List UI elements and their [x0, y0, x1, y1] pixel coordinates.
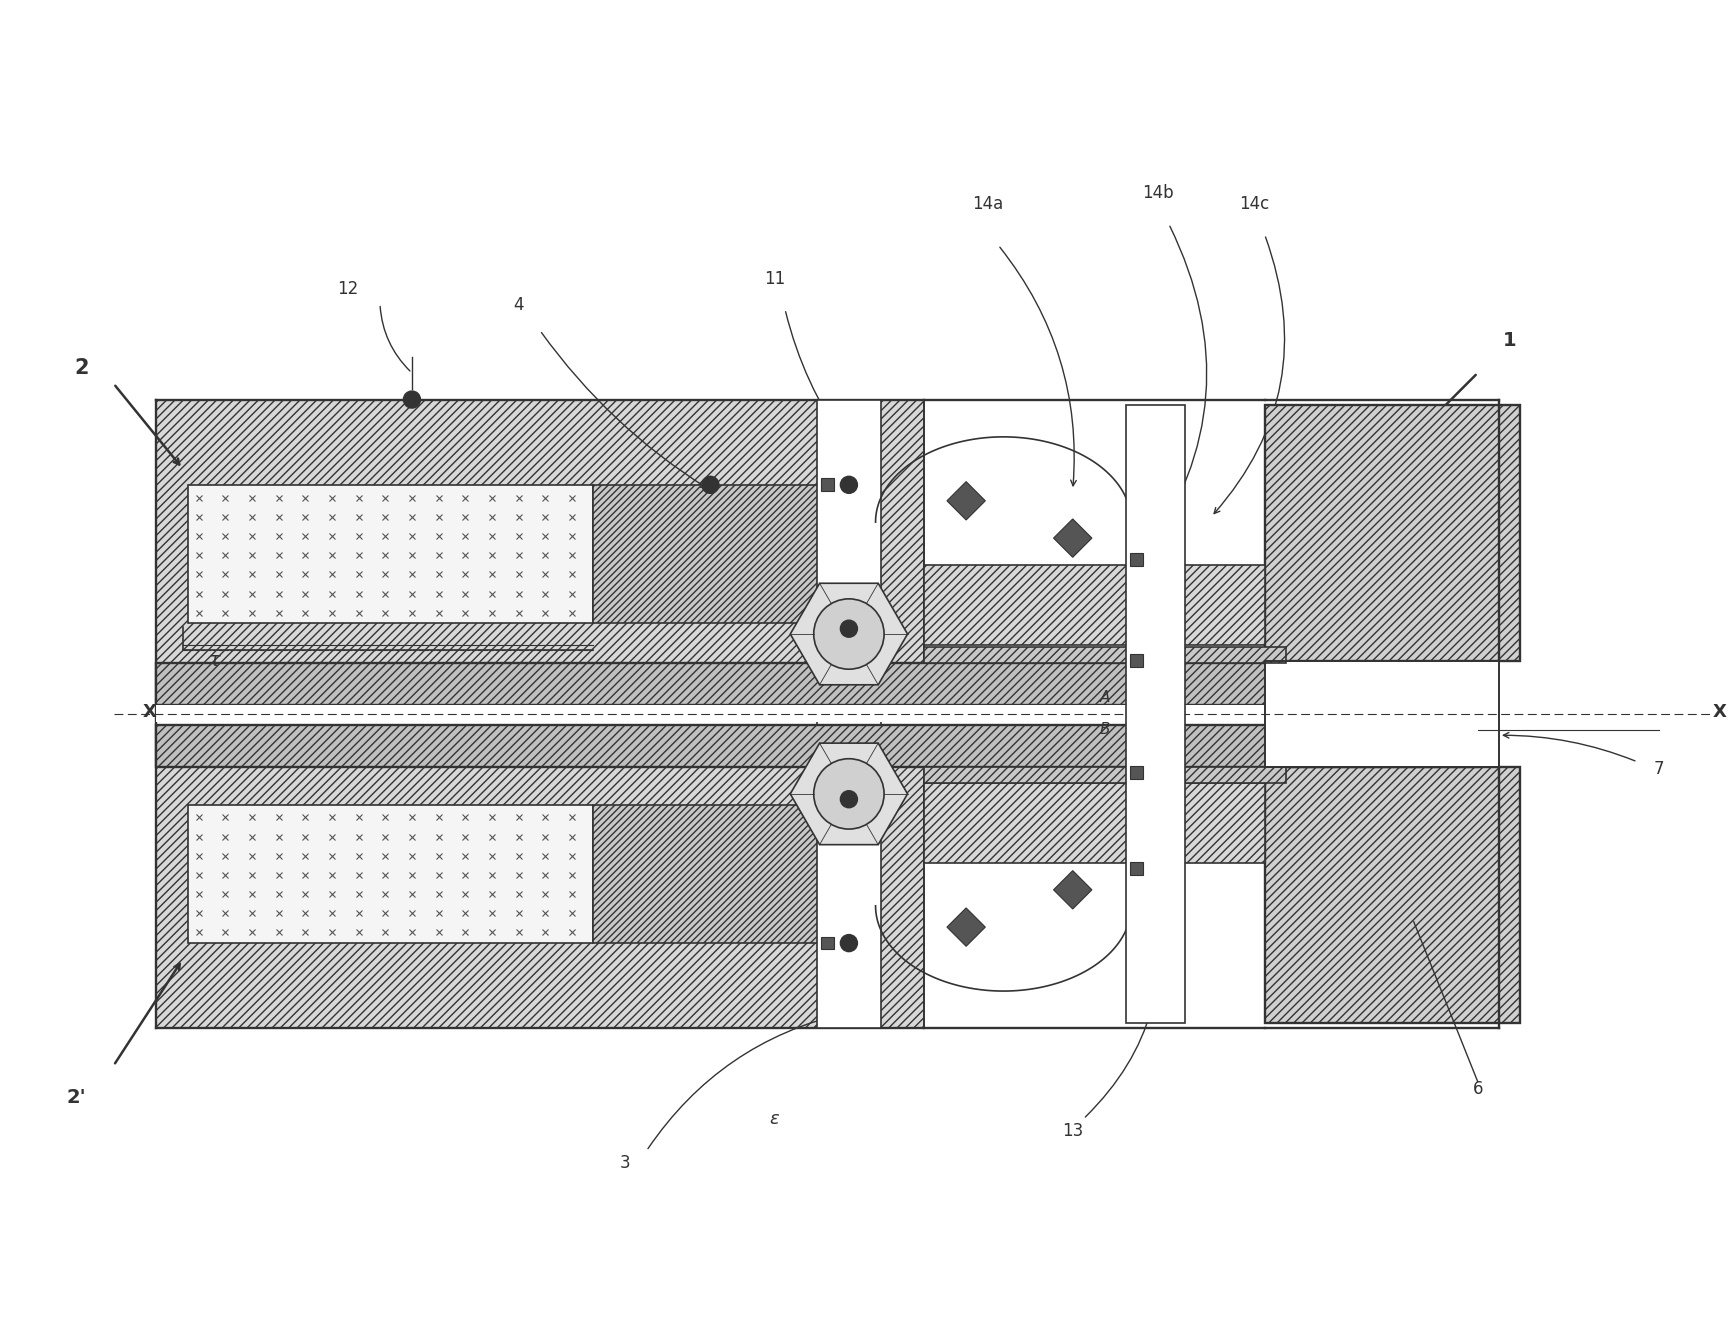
Text: 14a: 14a	[972, 194, 1003, 213]
Bar	[821, 936, 833, 950]
Bar	[592, 485, 828, 623]
Text: 14c: 14c	[1238, 194, 1268, 213]
Bar	[1129, 862, 1143, 875]
Bar	[189, 485, 592, 623]
Bar	[923, 565, 1264, 645]
Bar	[156, 400, 923, 687]
Bar	[1264, 405, 1519, 661]
Text: 2: 2	[74, 357, 88, 377]
Bar	[156, 706, 1477, 722]
Bar	[592, 805, 828, 943]
Circle shape	[404, 392, 421, 408]
Text: $\tau$: $\tau$	[208, 651, 222, 670]
Polygon shape	[790, 743, 908, 844]
Text: 12: 12	[338, 280, 359, 298]
Polygon shape	[946, 908, 986, 946]
Bar	[1264, 767, 1519, 1023]
Bar	[816, 400, 880, 1028]
Bar	[1129, 766, 1143, 779]
Circle shape	[814, 759, 883, 829]
Text: B: B	[1098, 722, 1108, 738]
Text: 6: 6	[1472, 1080, 1483, 1098]
Bar	[156, 725, 1477, 767]
Polygon shape	[1053, 871, 1091, 908]
Circle shape	[814, 599, 883, 669]
Text: $\varepsilon$: $\varepsilon$	[769, 1110, 779, 1128]
Bar	[189, 805, 592, 943]
Text: 4: 4	[513, 296, 523, 314]
Circle shape	[840, 621, 857, 637]
Circle shape	[840, 791, 857, 807]
Text: 1: 1	[1502, 332, 1516, 350]
Polygon shape	[946, 482, 986, 519]
Text: 13: 13	[1062, 1123, 1082, 1140]
Bar	[156, 663, 1477, 706]
Bar	[923, 647, 1285, 663]
Text: A: A	[1098, 690, 1108, 706]
Text: X: X	[1711, 703, 1725, 721]
Polygon shape	[1053, 519, 1091, 557]
Polygon shape	[790, 583, 908, 685]
Bar	[923, 767, 1285, 783]
Bar	[821, 478, 833, 492]
Text: 2': 2'	[66, 1088, 87, 1107]
Text: X: X	[142, 703, 156, 721]
Bar	[1129, 553, 1143, 566]
Circle shape	[701, 477, 719, 493]
Circle shape	[840, 477, 857, 493]
Bar	[156, 741, 923, 1028]
Circle shape	[840, 935, 857, 951]
Bar	[923, 783, 1264, 863]
Bar	[1264, 661, 1498, 767]
Text: 14b: 14b	[1141, 184, 1173, 202]
Text: 3: 3	[620, 1155, 630, 1172]
Bar	[1129, 654, 1143, 667]
Text: 7: 7	[1652, 761, 1663, 778]
Bar	[1126, 405, 1185, 1023]
Text: 11: 11	[764, 269, 785, 288]
